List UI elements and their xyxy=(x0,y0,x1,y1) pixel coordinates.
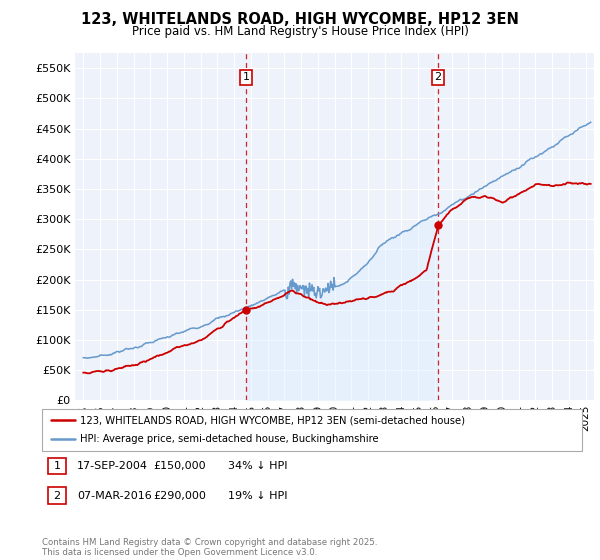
Text: Price paid vs. HM Land Registry's House Price Index (HPI): Price paid vs. HM Land Registry's House … xyxy=(131,25,469,38)
Text: 19% ↓ HPI: 19% ↓ HPI xyxy=(228,491,287,501)
Text: 1: 1 xyxy=(242,72,250,82)
Text: 2: 2 xyxy=(434,72,442,82)
Text: £150,000: £150,000 xyxy=(153,461,206,471)
Text: 34% ↓ HPI: 34% ↓ HPI xyxy=(228,461,287,471)
Text: 2: 2 xyxy=(53,491,61,501)
Text: 123, WHITELANDS ROAD, HIGH WYCOMBE, HP12 3EN (semi-detached house): 123, WHITELANDS ROAD, HIGH WYCOMBE, HP12… xyxy=(80,415,465,425)
Text: HPI: Average price, semi-detached house, Buckinghamshire: HPI: Average price, semi-detached house,… xyxy=(80,435,379,445)
Text: Contains HM Land Registry data © Crown copyright and database right 2025.
This d: Contains HM Land Registry data © Crown c… xyxy=(42,538,377,557)
Text: 17-SEP-2004: 17-SEP-2004 xyxy=(77,461,148,471)
Text: 07-MAR-2016: 07-MAR-2016 xyxy=(77,491,152,501)
Text: 1: 1 xyxy=(53,461,61,471)
Text: 123, WHITELANDS ROAD, HIGH WYCOMBE, HP12 3EN: 123, WHITELANDS ROAD, HIGH WYCOMBE, HP12… xyxy=(81,12,519,27)
Text: £290,000: £290,000 xyxy=(153,491,206,501)
